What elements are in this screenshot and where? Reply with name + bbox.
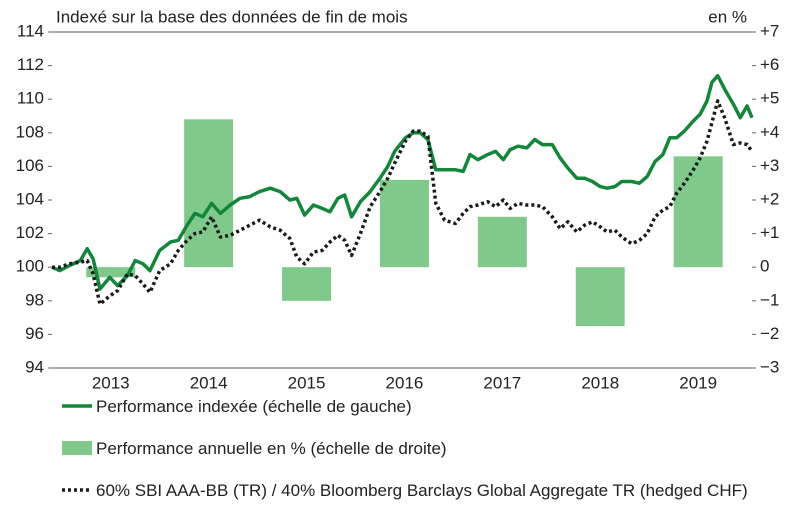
legend: Performance indexée (échelle de gauche) P… xyxy=(62,394,762,520)
y2-tick-label: +2 xyxy=(760,189,779,208)
legend-entry: 60% SBI AAA-BB (TR) / 40% Bloomberg Barc… xyxy=(62,478,762,504)
y2-tick-label: +4 xyxy=(760,122,779,141)
y-tick-label: 106 xyxy=(16,156,44,175)
legend-swatch xyxy=(62,441,92,455)
x-tick-label: 2013 xyxy=(92,373,130,390)
y-tick-label: 104 xyxy=(16,189,44,208)
legend-swatch xyxy=(62,404,92,408)
y2-tick-label: +3 xyxy=(760,156,779,175)
y2-tick-label: −2 xyxy=(760,324,779,343)
y2-tick-label: 0 xyxy=(760,257,769,276)
y-tick-label: 112 xyxy=(17,55,44,74)
x-tick-label: 2017 xyxy=(483,373,521,390)
y2-tick-label: +1 xyxy=(760,223,779,242)
y2-unit-label: en % xyxy=(708,7,747,26)
y2-tick-label: −1 xyxy=(760,290,779,309)
y2-tick-label: +6 xyxy=(760,55,779,74)
y-tick-label: 100 xyxy=(16,257,44,276)
legend-entry: Performance annuelle en % (échelle de dr… xyxy=(62,436,762,462)
y-tick-label: 114 xyxy=(17,21,44,40)
bar xyxy=(575,267,625,326)
y-tick-label: 102 xyxy=(16,223,44,242)
y-tick-label: 98 xyxy=(25,290,44,309)
benchmark-line xyxy=(52,99,754,306)
bar xyxy=(477,216,527,268)
x-tick-label: 2019 xyxy=(679,373,717,390)
bar xyxy=(86,267,136,278)
legend-swatch-bar xyxy=(62,441,92,455)
bar xyxy=(282,267,332,301)
x-tick-label: 2014 xyxy=(190,373,228,390)
x-tick-label: 2015 xyxy=(288,373,326,390)
x-tick-label: 2016 xyxy=(386,373,424,390)
y2-tick-label: −3 xyxy=(760,357,779,376)
x-tick-label: 2018 xyxy=(581,373,619,390)
legend-label: Performance annuelle en % (échelle de dr… xyxy=(96,439,447,458)
bar xyxy=(379,179,429,268)
chart: Indexé sur la base des données de fin de… xyxy=(16,7,780,390)
y2-tick-label: +7 xyxy=(760,21,779,40)
y-tick-label: 110 xyxy=(17,89,44,108)
legend-label: 60% SBI AAA-BB (TR) / 40% Bloomberg Barc… xyxy=(96,481,748,500)
y2-tick-label: +5 xyxy=(760,89,779,108)
bar xyxy=(673,156,723,268)
legend-label: Performance indexée (échelle de gauche) xyxy=(96,397,412,416)
y-tick-label: 108 xyxy=(16,122,44,141)
y-tick-label: 94 xyxy=(25,357,44,376)
legend-entry: Performance indexée (échelle de gauche) xyxy=(62,394,762,420)
chart-title: Indexé sur la base des données de fin de… xyxy=(56,7,408,26)
bar xyxy=(184,119,234,268)
y-tick-label: 96 xyxy=(25,324,44,343)
legend-swatch xyxy=(62,488,92,492)
